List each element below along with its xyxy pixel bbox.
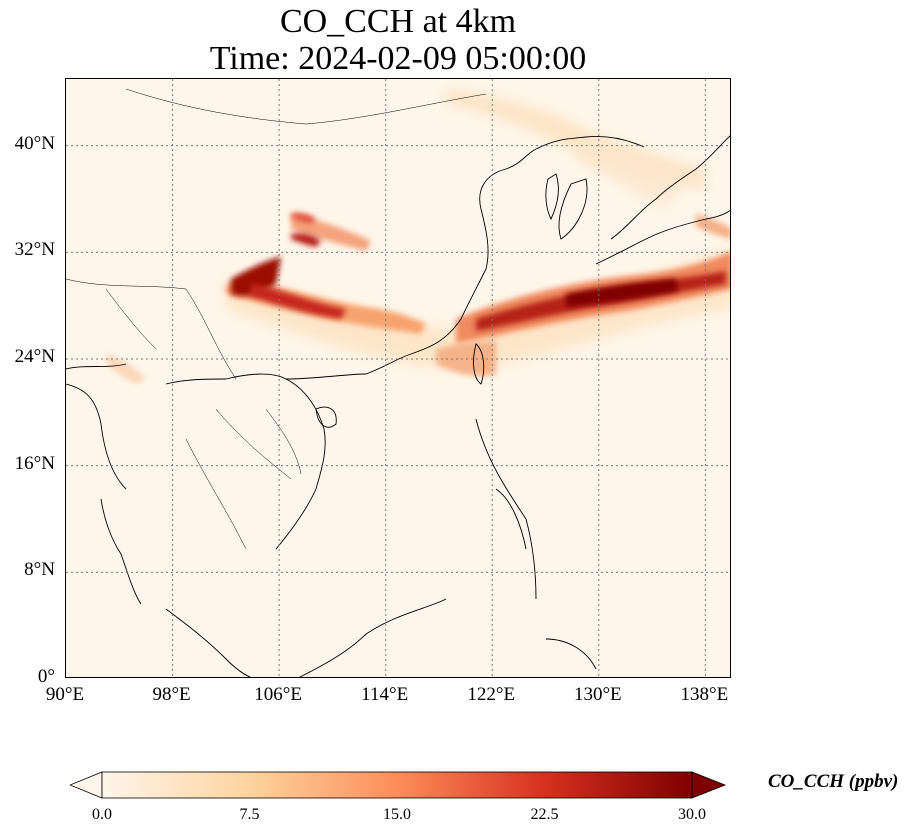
- lon-tick-label: 106°E: [254, 684, 302, 705]
- lat-tick-label: 0°: [37, 666, 55, 687]
- colorbar-gradient: [101, 771, 693, 799]
- lon-tick-label: 98°E: [152, 684, 191, 705]
- colorbar-tick-label: 30.0: [678, 806, 706, 823]
- lat-tick-label: 16°N: [14, 452, 55, 474]
- lon-tick-label: 138°E: [680, 684, 729, 705]
- map-time-subtitle: Time: 2024-02-09 05:00:00: [209, 40, 587, 77]
- lat-tick-label: 24°N: [14, 346, 55, 367]
- colorbar-extend-min: [70, 771, 103, 799]
- lon-tick-label: 130°E: [573, 684, 622, 705]
- colorbar-extend-max: [691, 771, 727, 799]
- colorbar-title: CO_CCH (ppbv): [768, 771, 899, 792]
- lat-tick-label: 40°N: [14, 132, 55, 154]
- colorbar: [70, 771, 727, 799]
- lon-tick-label: 122°E: [467, 684, 516, 705]
- colorbar-tick-label: 22.5: [530, 806, 559, 823]
- lon-tick-label: 114°E: [361, 684, 409, 705]
- map-title: CO_CCH at 4km: [279, 3, 517, 40]
- map-panel: [65, 78, 731, 678]
- coastline-layer: [66, 135, 730, 677]
- colorbar-tick-label: 7.5: [239, 806, 260, 823]
- country-border-layer: [66, 88, 487, 550]
- colorbar-tick-label: 0.0: [92, 806, 112, 823]
- co-plume-layer: [106, 89, 730, 384]
- colorbar-tick-label: 15.0: [383, 806, 411, 823]
- lat-tick-label: 32°N: [14, 239, 55, 261]
- map-canvas: [66, 79, 730, 677]
- lat-tick-label: 8°N: [24, 559, 55, 581]
- lon-tick-label: 90°E: [45, 684, 85, 705]
- gridlines: [66, 79, 730, 677]
